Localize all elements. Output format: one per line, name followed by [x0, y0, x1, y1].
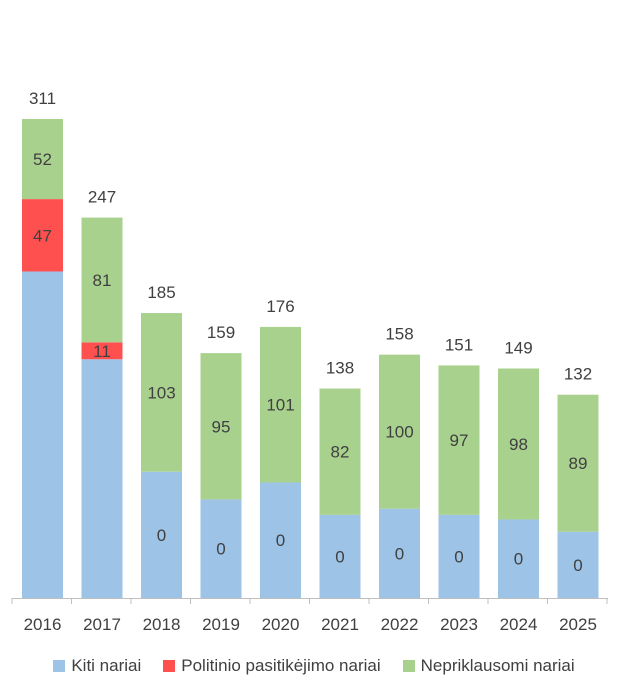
legend-swatch-kiti: [53, 660, 66, 672]
legend-label-kiti: Kiti nariai: [71, 656, 142, 675]
bar-segment-nepriklausomi-2016: [22, 119, 63, 200]
data-labels-group: 47 52 311 11 81 247 0 103 185 0 95 159 0 101 176 0 82 138…: [29, 89, 592, 575]
bar-segment-kiti-2017: [81, 359, 123, 598]
x-axis: 2016 2017 2018 2019 2020 2021 2022 2023 2024 2025: [11, 598, 608, 634]
bar-segment-nepriklausomi-2024: [498, 368, 539, 520]
segment-label-nepriklausomi-2020: 101: [266, 396, 294, 415]
segment-label-nepriklausomi-2017: 81: [93, 271, 112, 290]
bar-segment-kiti-2019: [200, 499, 242, 598]
segment-label-nepriklausomi-2019: 95: [212, 417, 231, 436]
total-label-2019: 159: [207, 323, 235, 342]
bar-segment-nepriklausomi-2020: [260, 326, 301, 483]
legend-item-politinio: Politinio pasitikėjimo nariai: [163, 656, 381, 676]
bar-segment-kiti-2018: [141, 471, 182, 598]
legend-item-nepriklausomi: Nepriklausomi nariai: [402, 656, 575, 676]
legend: Kiti nariai Politinio pasitikėjimo naria…: [0, 654, 628, 678]
bar-segment-kiti-2022: [379, 508, 420, 598]
x-tick-label-2024: 2024: [500, 615, 538, 634]
segment-label-kiti-2023: 0: [454, 547, 463, 566]
x-tick-label-2017: 2017: [83, 615, 121, 634]
segment-label-nepriklausomi-2023: 97: [450, 431, 469, 450]
bar-segment-nepriklausomi-2022: [379, 354, 420, 509]
bar-segment-kiti-2021: [319, 514, 361, 598]
segment-label-nepriklausomi-2021: 82: [331, 443, 350, 462]
total-label-2022: 158: [385, 325, 413, 344]
bar-segment-politinio-2017: [81, 342, 123, 360]
total-label-2018: 185: [147, 283, 175, 302]
bar-segment-nepriklausomi-2021: [319, 388, 361, 515]
total-label-2017: 247: [88, 188, 116, 207]
total-label-2025: 132: [564, 365, 592, 384]
bar-segment-nepriklausomi-2023: [438, 365, 480, 515]
total-label-2016: 311: [29, 89, 56, 108]
total-label-2021: 138: [326, 359, 354, 378]
legend-swatch-nepriklausomi: [402, 660, 415, 672]
segment-label-politinio-2017: 11: [93, 342, 111, 361]
segment-label-kiti-2021: 0: [335, 547, 344, 566]
bar-segment-nepriklausomi-2017: [81, 217, 123, 343]
bar-segment-politinio-2016: [22, 199, 63, 272]
bar-segment-kiti-2023: [438, 514, 480, 598]
segment-label-kiti-2018: 0: [157, 526, 166, 545]
legend-item-kiti: Kiti nariai: [53, 656, 141, 676]
x-tick-label-2022: 2022: [381, 615, 419, 634]
x-tick-label-2021: 2021: [321, 615, 359, 634]
bar-segment-kiti-2020: [260, 482, 301, 598]
segment-label-nepriklausomi-2025: 89: [569, 454, 588, 473]
total-label-2023: 151: [445, 335, 473, 354]
segment-label-nepriklausomi-2016: 52: [33, 150, 52, 169]
bars-group: [22, 119, 599, 598]
segment-label-nepriklausomi-2022: 100: [385, 423, 413, 442]
bar-segment-nepriklausomi-2025: [557, 394, 599, 532]
segment-label-kiti-2024: 0: [514, 550, 523, 569]
segment-label-kiti-2022: 0: [395, 544, 404, 563]
segment-label-kiti-2020: 0: [276, 531, 285, 550]
legend-swatch-politinio: [163, 660, 176, 672]
bar-segment-kiti-2025: [557, 531, 599, 598]
x-tick-label-2016: 2016: [24, 615, 62, 634]
x-tick-label-2023: 2023: [440, 615, 478, 634]
segment-label-nepriklausomi-2018: 103: [147, 383, 175, 402]
x-tick-label-2018: 2018: [143, 615, 181, 634]
x-tick-label-2025: 2025: [559, 615, 597, 634]
total-label-2024: 149: [504, 339, 532, 358]
bar-segment-nepriklausomi-2018: [141, 313, 182, 472]
legend-label-politinio: Politinio pasitikėjimo nariai: [181, 656, 381, 675]
x-tick-label-2020: 2020: [262, 615, 300, 634]
segment-label-kiti-2025: 0: [573, 556, 582, 575]
segment-label-nepriklausomi-2024: 98: [509, 435, 528, 454]
bar-segment-kiti-2024: [498, 519, 539, 598]
legend-label-nepriklausomi: Nepriklausomi nariai: [420, 656, 575, 675]
segment-label-kiti-2019: 0: [216, 540, 225, 559]
x-tick-label-2019: 2019: [202, 615, 240, 634]
bar-segment-kiti-2016: [22, 271, 63, 598]
segment-label-politinio-2016: 47: [33, 226, 52, 245]
bar-segment-nepriklausomi-2019: [200, 353, 242, 500]
total-label-2020: 176: [266, 297, 294, 316]
